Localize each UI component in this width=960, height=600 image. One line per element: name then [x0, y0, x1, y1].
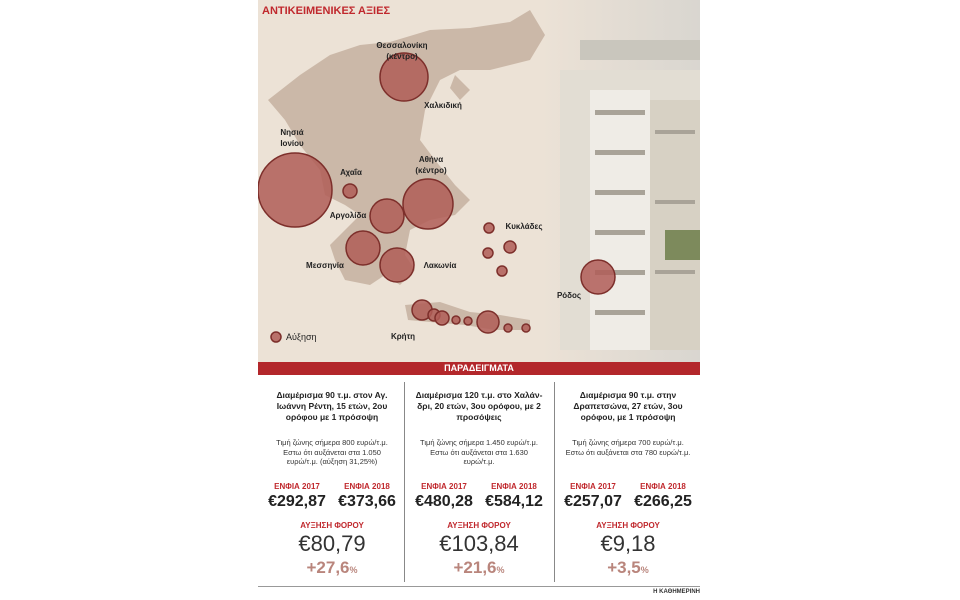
- map-label: Θεσσαλονίκη: [376, 41, 427, 50]
- description-line: προσόψεις: [456, 412, 502, 422]
- details-line: Εστω ότι αυξάνεται στα 1.630: [430, 447, 528, 457]
- map-label: Αχαΐα: [340, 168, 362, 177]
- enfia-2017: €480,28: [415, 493, 473, 510]
- separator: [404, 382, 405, 582]
- map-label: Κρήτη: [391, 332, 415, 341]
- enfia-values: €257,07 €266,25: [558, 493, 698, 511]
- increase-label: ΑΥΞΗΣΗ ΦΟΡΟΥ: [300, 521, 364, 530]
- map-label: Ρόδος: [557, 291, 581, 300]
- enfia-2018-label: ΕΝΦΙΑ 2018: [640, 482, 686, 491]
- description: Διαμέρισμα 90 τ.μ. στον Αγ. Ιωάννη Ρέντη,…: [262, 390, 402, 426]
- details-line: Εστω ότι αυξάνεται στα 780 ευρώ/τ.μ.: [565, 447, 691, 457]
- enfia-2017: €257,07: [564, 493, 622, 510]
- example-column: Διαμέρισμα 90 τ.μ. στον Αγ. Ιωάννη Ρέντη,…: [262, 378, 402, 588]
- description-line: ορόφου με 1 πρόσοψη: [285, 412, 379, 422]
- enfia-2018-label: ΕΝΦΙΑ 2018: [491, 482, 537, 491]
- increase: €80,79: [298, 531, 366, 556]
- increase: €103,84: [439, 531, 519, 556]
- map: Θεσσαλονίκη (κέντρο) Χαλκιδική Νησιά Ιονίου Α…: [258, 0, 700, 362]
- increase-pct: +27,6%: [262, 558, 402, 578]
- increase-label: ΑΥΞΗΣΗ ΦΟΡΟΥ: [447, 521, 511, 530]
- enfia-values: €480,28 €584,12: [409, 493, 549, 511]
- legend-label: Αύξηση: [286, 332, 317, 342]
- rule: [258, 586, 700, 587]
- enfia-labels: ΕΝΦΙΑ 2017 ΕΝΦΙΑ 2018: [262, 482, 402, 491]
- photo: [540, 0, 700, 362]
- enfia-labels: ΕΝΦΙΑ 2017 ΕΝΦΙΑ 2018: [409, 482, 549, 491]
- details-line: ευρώ/τ.μ.: [463, 457, 495, 466]
- section-title: ΠΑΡΑΔΕΙΓΜΑΤΑ: [258, 362, 700, 375]
- increase-pct-value: +3,5: [607, 558, 641, 577]
- example-column: Διαμέρισμα 90 τ.μ. στην Δραπετσώνα, 27 ετ…: [558, 378, 698, 588]
- details-line: Τιμή ζώνης σήμερα 700 ευρώ/τ.μ.: [572, 438, 684, 447]
- example-column: Διαμέρισμα 120 τ.μ. στο Χαλάν-δρι, 20 ετ…: [409, 378, 549, 588]
- enfia-values: €292,87 €373,66: [262, 493, 402, 511]
- source: Η ΚΑΘΗΜΕΡΙΝΗ: [653, 589, 700, 595]
- pct-sign: %: [640, 565, 649, 575]
- map-label: (κέντρο): [415, 166, 447, 175]
- enfia-2018: €373,66: [338, 493, 396, 510]
- details-line: Εστω ότι αυξάνεται στα 1.050: [283, 447, 381, 457]
- details: Τιμή ζώνης σήμερα 800 ευρώ/τ.μ. Εστω ότι …: [262, 438, 402, 478]
- title: ΑΝΤΙΚΕΙΜΕΝΙΚΕΣ ΑΞΙΕΣ: [262, 5, 391, 17]
- increase-pct-value: +27,6: [306, 558, 350, 577]
- enfia-2018: €584,12: [485, 493, 543, 510]
- increase: €9,18: [600, 531, 656, 556]
- enfia-2017-label: ΕΝΦΙΑ 2017: [570, 482, 616, 491]
- details-line: Τιμή ζώνης σήμερα 800 ευρώ/τ.μ.: [276, 438, 388, 447]
- description-line: Διαμέρισμα 90 τ.μ. στον Αγ.: [276, 390, 388, 400]
- map-label: (κέντρο): [386, 52, 418, 61]
- details: Τιμή ζώνης σήμερα 700 ευρώ/τ.μ. Εστω ότι …: [558, 438, 698, 478]
- description-line: ορόφου, με 1 πρόσοψη: [580, 412, 676, 422]
- map-label: Αθήνα: [419, 155, 443, 164]
- details-line: Τιμή ζώνης σήμερα 1.450 ευρώ/τ.μ.: [420, 438, 538, 447]
- map-label: Χαλκιδική: [424, 101, 462, 110]
- map-label: Κυκλάδες: [506, 222, 543, 231]
- enfia-2017-label: ΕΝΦΙΑ 2017: [274, 482, 320, 491]
- description-line: Ιωάννη Ρέντη, 15 ετών, 2ου: [276, 401, 388, 411]
- enfia-2017: €292,87: [268, 493, 326, 510]
- enfia-2018: €266,25: [634, 493, 692, 510]
- details-line: ευρώ/τ.μ. (αύξηση 31,25%): [286, 457, 378, 466]
- map-label: Αργολίδα: [330, 211, 367, 220]
- map-label: Ιονίου: [280, 139, 304, 148]
- map-label: Λακωνία: [424, 261, 457, 270]
- enfia-labels: ΕΝΦΙΑ 2017 ΕΝΦΙΑ 2018: [558, 482, 698, 491]
- increase-label: ΑΥΞΗΣΗ ΦΟΡΟΥ: [596, 521, 660, 530]
- details: Τιμή ζώνης σήμερα 1.450 ευρώ/τ.μ. Εστω ότ…: [409, 438, 549, 478]
- pct-sign: %: [349, 565, 358, 575]
- description-line: δρι, 20 ετών, 3ου ορόφου, με 2: [417, 401, 541, 411]
- increase-pct: +3,5%: [558, 558, 698, 578]
- enfia-2017-label: ΕΝΦΙΑ 2017: [421, 482, 467, 491]
- description: Διαμέρισμα 90 τ.μ. στην Δραπετσώνα, 27 ετ…: [558, 390, 698, 426]
- pct-sign: %: [496, 565, 505, 575]
- description: Διαμέρισμα 120 τ.μ. στο Χαλάν-δρι, 20 ετ…: [409, 390, 549, 426]
- map-label: Νησιά: [280, 128, 303, 137]
- description-line: Διαμέρισμα 120 τ.μ. στο Χαλάν-: [415, 390, 543, 400]
- description-line: Δραπετσώνα, 27 ετών, 3ου: [573, 401, 683, 411]
- map-label: Μεσσηνία: [306, 261, 344, 270]
- separator: [554, 382, 555, 582]
- circles: [258, 52, 616, 343]
- enfia-2018-label: ΕΝΦΙΑ 2018: [344, 482, 390, 491]
- increase-pct-value: +21,6: [453, 558, 497, 577]
- description-line: Διαμέρισμα 90 τ.μ. στην: [579, 390, 677, 400]
- increase-pct: +21,6%: [409, 558, 549, 578]
